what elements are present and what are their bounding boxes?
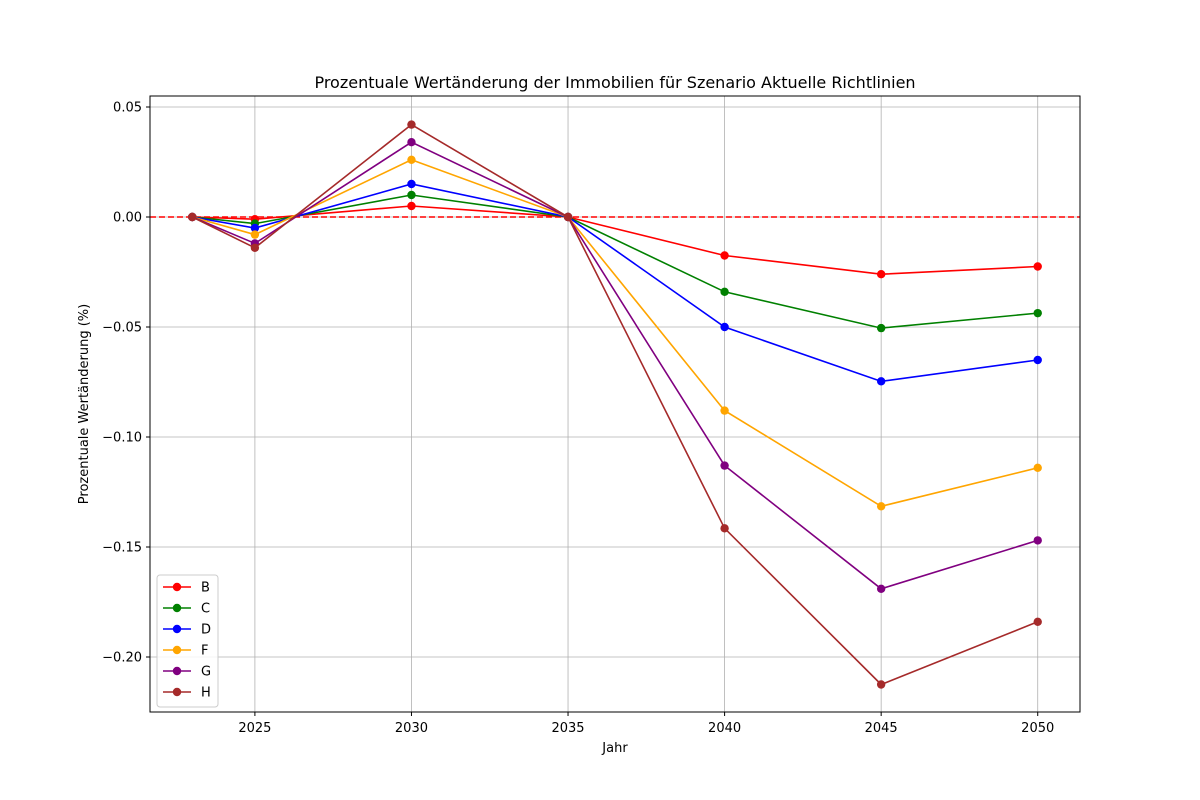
chart-title: Prozentuale Wertänderung der Immobilien … <box>314 73 915 92</box>
axis-ticks: 2025 2030 2035 2040 2045 2050 0.05 0.00 −0.05 −0.… <box>102 101 1054 737</box>
y-tick-label: 0.00 <box>113 211 142 226</box>
legend-swatch-marker <box>172 687 182 697</box>
legend-label: C <box>201 602 210 617</box>
data-point-B <box>876 270 886 279</box>
data-point-D <box>407 179 416 189</box>
y-tick-label: 0.05 <box>113 101 142 116</box>
legend-item-F: F <box>163 644 208 659</box>
legend-swatch-marker <box>172 582 182 592</box>
x-tick-label: 2045 <box>865 721 898 736</box>
legend-item-C: C <box>163 602 210 617</box>
data-point-H <box>250 243 260 252</box>
data-point-H <box>1033 617 1042 626</box>
data-point-D <box>720 322 729 332</box>
data-point-B <box>407 201 416 211</box>
data-point-C <box>876 323 886 333</box>
data-point-H <box>188 212 197 222</box>
data-point-G <box>407 138 416 147</box>
legend-label: B <box>201 581 210 596</box>
data-point-C <box>407 190 416 200</box>
data-point-G <box>720 461 729 470</box>
data-point-G <box>1033 536 1042 545</box>
data-point-D <box>1033 355 1042 365</box>
data-point-C <box>1033 308 1042 318</box>
y-tick-label: −0.15 <box>102 541 142 556</box>
legend-swatch-marker <box>172 624 182 634</box>
data-point-G <box>876 584 886 593</box>
x-tick-label: 2025 <box>238 721 271 736</box>
x-tick-label: 2040 <box>708 721 741 736</box>
data-point-F <box>250 230 260 239</box>
x-tick-label: 2050 <box>1021 721 1054 736</box>
legend-item-H: H <box>163 686 211 701</box>
data-point-F <box>876 502 886 511</box>
y-tick-label: −0.10 <box>102 431 142 446</box>
y-tick-label: −0.05 <box>102 321 142 336</box>
legend-label: H <box>201 686 211 701</box>
x-tick-label: 2035 <box>551 721 584 736</box>
legend-swatch-marker <box>172 603 182 613</box>
legend-label: D <box>201 623 211 638</box>
data-point-H <box>720 524 729 533</box>
x-tick-label: 2030 <box>395 721 428 736</box>
series-H <box>188 120 1042 689</box>
data-point-B <box>1033 262 1042 271</box>
data-point-H <box>563 212 573 222</box>
data-point-C <box>720 287 729 296</box>
series-layer <box>188 120 1042 689</box>
data-point-D <box>250 223 260 233</box>
legend-item-G: G <box>163 665 211 680</box>
data-point-F <box>407 155 416 164</box>
legend-item-D: D <box>163 623 211 638</box>
plot-frame <box>149 95 1081 713</box>
data-point-H <box>407 120 416 129</box>
legend-label: F <box>201 644 208 659</box>
x-axis-label: Jahr <box>601 741 628 756</box>
y-tick-label: −0.20 <box>102 651 142 666</box>
legend-label: G <box>201 665 211 680</box>
legend-swatch-marker <box>172 666 182 676</box>
data-point-F <box>1033 463 1042 472</box>
y-axis-label: Prozentuale Wertänderung (%) <box>77 304 92 504</box>
legend-swatch-marker <box>172 645 182 655</box>
data-point-B <box>720 251 729 260</box>
data-point-D <box>876 377 886 386</box>
data-point-H <box>876 680 886 689</box>
data-point-F <box>720 406 729 415</box>
legend-item-B: B <box>163 581 210 596</box>
